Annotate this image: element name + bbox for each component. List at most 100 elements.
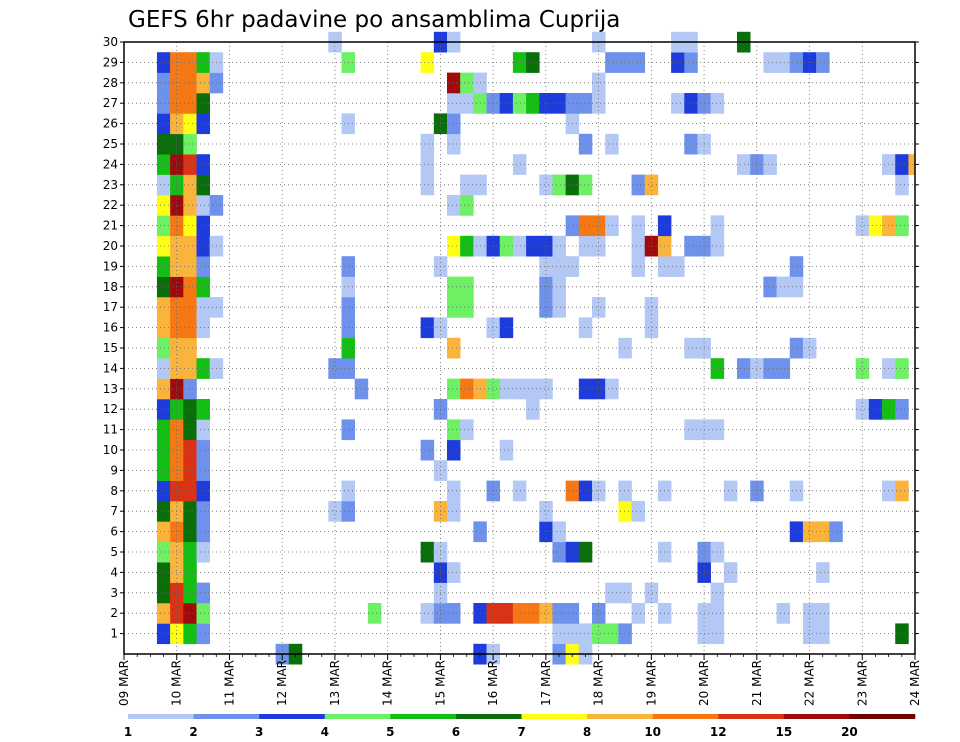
precip-cell xyxy=(196,623,210,645)
precip-cell xyxy=(196,195,210,216)
precip-cell xyxy=(618,337,632,359)
y-tick-label: 16 xyxy=(103,321,118,335)
precip-cell xyxy=(446,419,461,441)
x-tick-label: 23 MAR xyxy=(855,660,869,706)
precip-cell xyxy=(446,439,461,461)
colorbar-swatch xyxy=(587,714,653,719)
precip-cell xyxy=(420,174,435,196)
precip-cell xyxy=(763,358,777,379)
precip-cell xyxy=(539,521,553,543)
precip-cell xyxy=(196,256,210,277)
precip-cell xyxy=(486,378,501,400)
precip-cell xyxy=(499,603,514,624)
precip-cell xyxy=(156,235,171,257)
x-tick-label: 15 MAR xyxy=(433,660,447,706)
precip-cell xyxy=(183,337,197,359)
y-tick-label: 11 xyxy=(103,423,118,437)
precip-cell xyxy=(183,378,197,400)
precip-cell xyxy=(684,337,698,359)
precip-cell xyxy=(763,276,777,298)
precip-cell xyxy=(499,93,514,114)
precip-cell xyxy=(183,582,197,604)
chart-title: GEFS 6hr padavine po ansamblima Cuprija xyxy=(128,7,620,33)
precip-cell xyxy=(684,93,698,114)
precip-cell xyxy=(446,235,461,257)
precip-cell xyxy=(156,317,171,339)
precip-cell xyxy=(499,378,514,400)
precip-cell xyxy=(156,501,171,522)
precip-cell xyxy=(446,113,461,135)
precip-cell xyxy=(895,623,909,645)
precip-cell xyxy=(763,154,777,175)
precip-cell xyxy=(644,297,659,318)
precip-cell xyxy=(460,174,474,196)
precip-cell xyxy=(196,154,210,175)
y-tick-label: 19 xyxy=(103,259,118,273)
precip-cell xyxy=(156,460,171,481)
colorbar-label: 4 xyxy=(321,725,329,739)
y-tick-label: 15 xyxy=(103,341,118,355)
precip-cell xyxy=(156,276,171,298)
precip-cell xyxy=(644,582,659,604)
precip-cell xyxy=(156,93,171,114)
precip-cell xyxy=(710,358,725,379)
precip-cell xyxy=(776,358,791,379)
precip-cell xyxy=(183,603,197,624)
precip-cell xyxy=(183,93,197,114)
precip-cell xyxy=(552,174,566,196)
precip-cell xyxy=(816,623,830,645)
precip-cell xyxy=(328,501,342,522)
colorbar-label: 7 xyxy=(517,725,525,739)
precip-cell xyxy=(578,93,593,114)
y-tick-label: 21 xyxy=(103,219,118,233)
precip-cell xyxy=(578,235,593,257)
precip-cell xyxy=(196,93,210,114)
y-tick-label: 8 xyxy=(110,484,118,498)
precip-cell xyxy=(539,93,553,114)
precip-cell xyxy=(644,174,659,196)
precip-cell xyxy=(895,480,909,502)
precip-cell xyxy=(644,317,659,339)
precip-cell xyxy=(578,378,593,400)
precip-cell xyxy=(196,235,210,257)
colorbar-swatch xyxy=(128,714,194,719)
colorbar-label: 20 xyxy=(841,725,858,739)
colorbar-swatch xyxy=(521,714,588,719)
precip-cell xyxy=(855,399,870,420)
colorbar-label: 15 xyxy=(775,725,792,739)
precip-cell xyxy=(156,439,171,461)
x-tick-label: 17 MAR xyxy=(539,660,553,706)
precip-cell xyxy=(499,317,514,339)
precip-cell xyxy=(816,52,830,73)
precip-cell xyxy=(460,297,474,318)
precip-cell xyxy=(552,235,566,257)
y-tick-label: 14 xyxy=(103,361,118,375)
precip-cell xyxy=(605,378,619,400)
x-tick-label: 18 MAR xyxy=(592,660,606,706)
precip-cell xyxy=(618,582,632,604)
precip-cell xyxy=(460,276,474,298)
precip-cell xyxy=(196,419,210,441)
precip-cell xyxy=(684,419,698,441)
precip-cell xyxy=(196,297,210,318)
precip-cell xyxy=(446,562,461,583)
y-tick-label: 7 xyxy=(110,504,118,518)
precip-cell xyxy=(183,419,197,441)
y-tick-label: 13 xyxy=(103,382,118,396)
precip-cell xyxy=(183,154,197,175)
precip-cell xyxy=(460,72,474,94)
precip-cell xyxy=(512,378,527,400)
precip-cell xyxy=(737,358,751,379)
precip-cell xyxy=(605,582,619,604)
precip-cell xyxy=(631,256,646,277)
precip-cell xyxy=(156,297,171,318)
precip-cell xyxy=(156,195,171,216)
precip-cell xyxy=(420,541,435,563)
precip-cell xyxy=(802,337,817,359)
precip-cell xyxy=(512,93,527,114)
precip-cell xyxy=(183,480,197,502)
precip-cell xyxy=(420,133,435,155)
y-tick-label: 29 xyxy=(103,55,118,69)
precip-cell xyxy=(592,297,606,318)
